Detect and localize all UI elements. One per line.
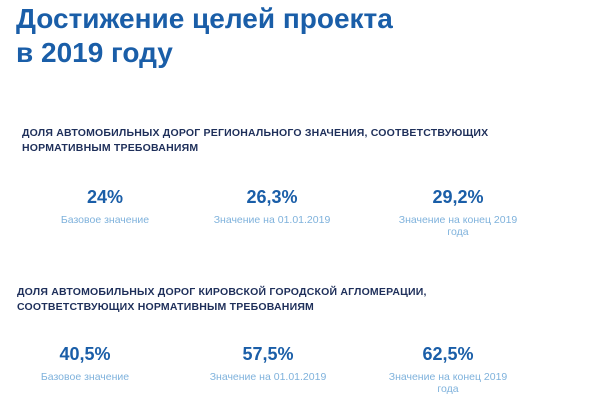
stat-base-value: 24% Базовое значение [30, 186, 180, 226]
stat-value: 40,5% [59, 344, 111, 364]
page-title: Достижение целей проекта в 2019 году [16, 2, 393, 70]
stat-base-value: 40,5% Базовое значение [10, 343, 160, 383]
stat-value: 26,3% [246, 187, 298, 207]
page-title-line-2: в 2019 году [16, 37, 173, 68]
stat-value-2019-end: 62,5% Значение на конец 2019 года [368, 343, 528, 395]
stat-caption-line-1: Базовое значение [60, 214, 150, 226]
stat-caption: Значение на 01.01.2019 [188, 371, 348, 383]
stat-caption-line-1: Значение на 01.01.2019 [209, 371, 327, 383]
stat-value: 57,5% [242, 344, 294, 364]
stat-caption-line-1: Значение на конец 2019 [398, 214, 518, 226]
stat-value-2019-start: 26,3% Значение на 01.01.2019 [192, 186, 352, 226]
section-heading-regional-roads: ДОЛЯ АВТОМОБИЛЬНЫХ ДОРОГ РЕГИОНАЛЬНОГО З… [22, 126, 592, 156]
stat-caption-line-2: года [447, 226, 469, 238]
section-heading-line-1: ДОЛЯ АВТОМОБИЛЬНЫХ ДОРОГ КИРОВСКОЙ ГОРОД… [17, 286, 427, 298]
stat-caption: Значение на конец 2019 года [368, 371, 528, 395]
stat-caption: Базовое значение [30, 214, 180, 226]
section-heading-line-2: СООТВЕТСТВУЮЩИХ НОРМАТИВНЫМ ТРЕБОВАНИЯМ [17, 301, 315, 313]
stat-caption: Базовое значение [10, 371, 160, 383]
page-title-line-1: Достижение целей проекта [16, 3, 393, 34]
stat-value: 62,5% [422, 344, 474, 364]
stat-value: 24% [86, 187, 124, 207]
stat-caption-line-1: Значение на 01.01.2019 [213, 214, 331, 226]
stat-value-2019-end: 29,2% Значение на конец 2019 года [378, 186, 538, 238]
stat-value: 29,2% [432, 187, 484, 207]
section-heading-line-2: НОРМАТИВНЫМ ТРЕБОВАНИЯМ [22, 142, 199, 154]
section-heading-kirov-agglomeration-roads: ДОЛЯ АВТОМОБИЛЬНЫХ ДОРОГ КИРОВСКОЙ ГОРОД… [17, 285, 587, 315]
stat-caption-line-1: Базовое значение [40, 371, 130, 383]
section-heading-line-1: ДОЛЯ АВТОМОБИЛЬНЫХ ДОРОГ РЕГИОНАЛЬНОГО З… [22, 127, 489, 139]
stat-caption: Значение на конец 2019 года [378, 214, 538, 238]
stat-value-2019-start: 57,5% Значение на 01.01.2019 [188, 343, 348, 383]
stat-caption-line-1: Значение на конец 2019 [388, 371, 508, 383]
stat-caption: Значение на 01.01.2019 [192, 214, 352, 226]
stat-caption-line-2: года [437, 383, 459, 395]
